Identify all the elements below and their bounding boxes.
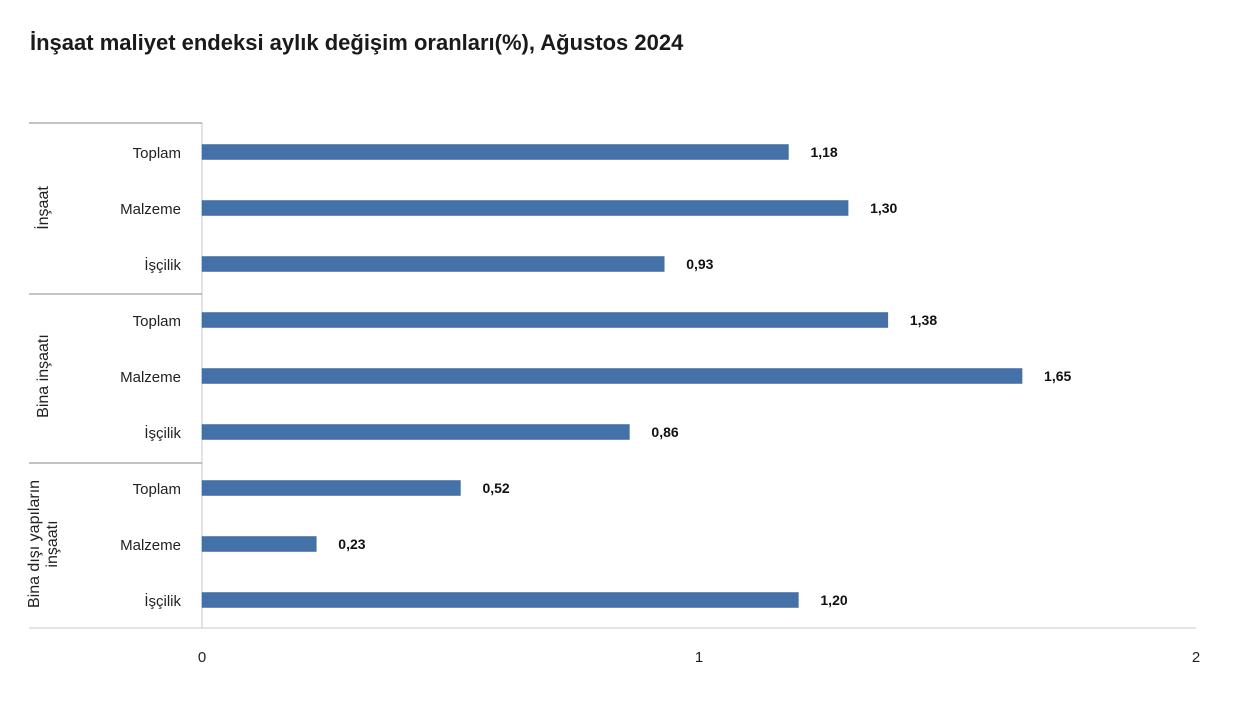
bar [201,480,461,496]
value-label: 1,65 [1044,368,1071,384]
value-label: 0,23 [338,536,365,552]
category-label: Toplam [133,481,181,498]
bar [201,256,665,272]
category-label: İşçilik [144,256,181,274]
category-label: Toplam [133,313,181,330]
value-label: 1,38 [910,312,937,328]
bar [201,536,317,552]
bar [201,592,799,608]
value-label: 1,30 [870,200,897,216]
bar [201,368,1023,384]
bar [201,200,849,216]
category-label: İşçilik [144,424,181,442]
group-label: inşaatı [44,520,61,567]
value-label: 0,52 [482,480,509,496]
value-label: 0,86 [651,424,678,440]
chart-title: İnşaat maliyet endeksi aylık değişim ora… [30,30,684,55]
value-label: 1,18 [810,144,837,160]
bar [201,424,630,440]
value-label: 1,20 [820,592,847,608]
group-label: İnşaat [33,186,52,230]
bar [201,312,889,328]
category-label: Malzeme [120,537,181,554]
category-label: Malzeme [120,201,181,218]
value-label: 0,93 [686,256,713,272]
x-tick-label: 1 [695,649,703,666]
category-label: İşçilik [144,592,181,610]
group-label: Bina dışı yapıların [26,480,43,608]
category-label: Malzeme [120,369,181,386]
x-tick-label: 2 [1192,649,1200,666]
bar [201,144,789,160]
category-label: Toplam [133,145,181,162]
group-label: Bina inşaatı [35,334,52,418]
x-tick-label: 0 [198,649,206,666]
